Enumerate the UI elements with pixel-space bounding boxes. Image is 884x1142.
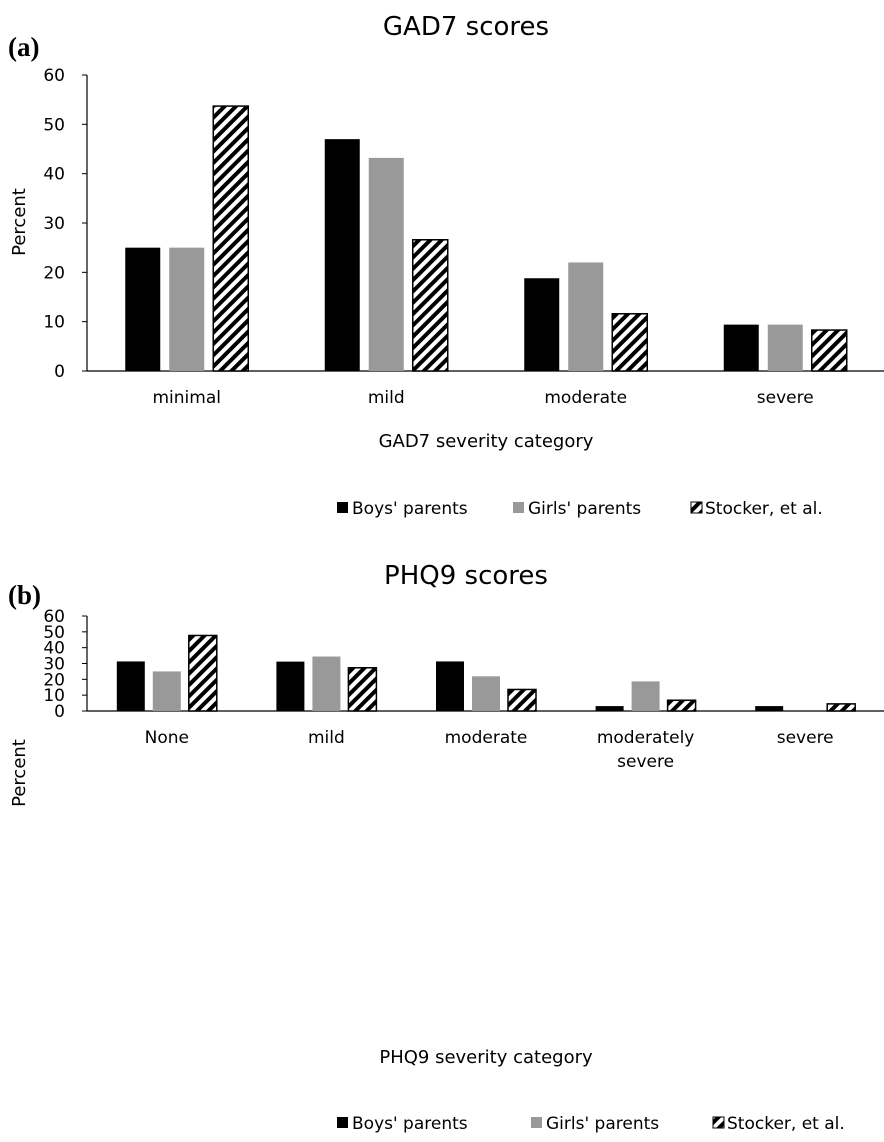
panel-a-y-tick-label: 0 [54, 362, 65, 382]
panel-a-category-label: mild [368, 388, 405, 408]
panel-a-bar-girls [169, 247, 205, 371]
panel-a-y-tick-label: 60 [43, 66, 65, 86]
panel-b-legend-swatch-stocker [712, 1116, 725, 1129]
panel-b-y-tick-label: 40 [43, 639, 65, 659]
panel-a-bar-girls [767, 324, 803, 371]
panel-b-legend-swatch-girls [531, 1117, 542, 1128]
panel-b-bar-boys [436, 661, 464, 711]
panel-a-y-tick-label: 30 [43, 214, 65, 234]
panel-a-category-label: severe [757, 388, 814, 408]
panel-a-bar-stocker [811, 329, 848, 372]
panel-a-title: GAD7 scores [383, 12, 549, 42]
panel-b-bar-stocker [188, 634, 218, 712]
panel-b-y-tick-label: 10 [43, 686, 65, 706]
panel-b-bar-girls [152, 671, 181, 711]
panel-a-bar-boys [125, 247, 161, 371]
panel-b-letter: (b) [8, 580, 41, 610]
panel-b-category-label: moderately severe [597, 728, 695, 772]
panel-b: (b) PHQ9 scores Percent PHQ9 severity ca… [8, 561, 884, 1134]
panel-b-category-label: mild [308, 728, 345, 748]
panel-b-bar-boys [116, 661, 145, 711]
panel-a-category-label: moderate [544, 388, 627, 408]
panel-b-x-axis-title: PHQ9 severity category [379, 1047, 593, 1068]
panel-b-legend-swatch-boys [337, 1117, 348, 1128]
panel-b-legend: Boys' parents Girls' parents Stocker, et… [337, 1114, 845, 1134]
panel-b-legend-label-stocker: Stocker, et al. [727, 1114, 845, 1134]
panel-b-y-tick-label: 50 [43, 623, 65, 643]
panel-a-bar-boys [723, 324, 759, 371]
panel-a-bar-girls [568, 262, 604, 371]
panel-a-bar-boys [324, 139, 360, 371]
panel-a: (a) GAD7 scores Percent GAD7 severity ca… [8, 12, 884, 519]
panel-a-y-axis-title: Percent [9, 188, 30, 256]
panel-b-y-tick-label: 0 [54, 702, 65, 722]
panel-a-y-tick-label: 40 [43, 165, 65, 185]
panel-a-y-tick-label: 10 [43, 313, 65, 333]
panel-a-legend-label-boys: Boys' parents [352, 499, 468, 519]
panel-a-y-tick-label: 20 [43, 263, 65, 283]
panel-b-y-tick-label: 60 [43, 607, 65, 627]
panel-a-bar-boys [524, 278, 560, 371]
panel-b-bar-stocker [666, 699, 697, 712]
panel-a-bar-girls [368, 157, 404, 371]
panel-b-bar-stocker [507, 688, 537, 712]
panel-a-letter: (a) [8, 32, 39, 62]
panel-a-bar-stocker [412, 239, 449, 372]
panel-b-y-tick-label: 30 [43, 655, 65, 675]
panel-b-bar-boys [276, 661, 305, 711]
panel-b-y-tick-label: 20 [43, 670, 65, 690]
panel-a-y-tick-label: 50 [43, 115, 65, 135]
panel-b-legend-label-girls: Girls' parents [546, 1114, 659, 1134]
panel-a-x-axis-title: GAD7 severity category [379, 431, 594, 452]
panel-b-title: PHQ9 scores [384, 561, 548, 591]
panel-a-plot-area: 0 10 20 30 40 50 60 minimal mild moderate severe [43, 66, 884, 408]
panel-a-legend-swatch-stocker [690, 501, 703, 514]
panel-a-category-label: minimal [153, 388, 221, 408]
panel-a-legend: Boys' parents Girls' parents Stocker, et… [337, 499, 823, 519]
panel-b-bar-girls [312, 656, 341, 711]
panel-a-legend-label-stocker: Stocker, et al. [705, 499, 823, 519]
panel-a-legend-swatch-boys [337, 502, 348, 513]
panel-b-bar-stocker [826, 703, 856, 712]
panel-b-bar-girls [472, 676, 500, 711]
panel-b-category-label: severe [777, 728, 834, 748]
panel-a-legend-label-girls: Girls' parents [528, 499, 641, 519]
panel-b-legend-label-boys: Boys' parents [352, 1114, 468, 1134]
panel-b-bar-boys [755, 706, 784, 711]
panel-b-y-axis-title: Percent [9, 739, 30, 807]
panel-b-category-label: None [145, 728, 189, 748]
panel-a-bar-stocker [611, 313, 648, 372]
panel-b-bar-girls [631, 681, 660, 711]
panel-b-bar-stocker [347, 667, 378, 712]
panel-b-bar-boys [595, 706, 624, 711]
panel-a-bar-stocker [212, 105, 249, 372]
panel-a-legend-swatch-girls [513, 502, 524, 513]
panel-b-category-label: moderate [445, 728, 528, 748]
